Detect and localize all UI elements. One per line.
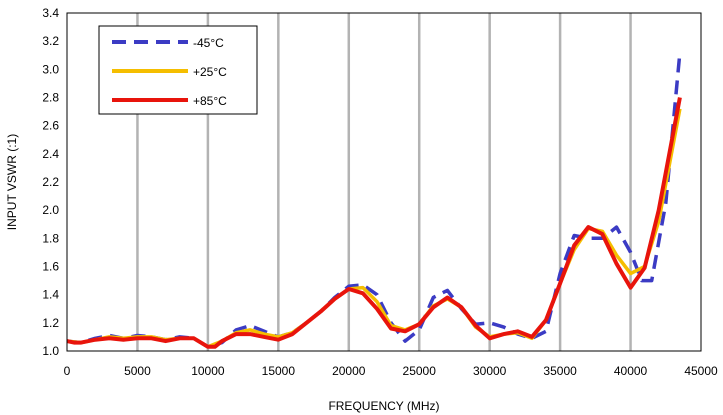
x-tick-labels: 0 5000 10000 15000 20000 25000 30000 35000 40000… [64,364,718,378]
x-tick-label: 30000 [473,364,507,378]
x-tick-label: 40000 [614,364,648,378]
y-tick-label: 2.6 [42,119,59,133]
y-tick-label: 2.4 [42,147,59,161]
y-tick-label: 1.8 [42,231,59,245]
series-group [66,52,682,349]
x-tick-label: 20000 [332,364,366,378]
y-tick-label: 1.6 [42,260,59,274]
plot-border [66,12,702,352]
legend-label: +25°C [193,65,227,79]
x-tick-label: 25000 [403,364,437,378]
x-tick-label: 15000 [262,364,296,378]
y-tick-label: 2.8 [42,91,59,105]
y-tick-label: 1.2 [42,316,59,330]
legend-label: -45°C [193,36,224,50]
y-tick-label: 1.0 [42,344,59,358]
y-tick-label: 2.2 [42,175,59,189]
x-tick-label: 5000 [124,364,151,378]
y-tick-label: 3.0 [42,62,59,76]
y-axis-title: INPUT VSWR (:1) [5,134,19,230]
x-axis-title: FREQUENCY (MHz) [328,399,439,413]
y-tick-label: 3.2 [42,34,59,48]
x-tick-label: 45000 [684,364,718,378]
y-tick-label: 2.0 [42,203,59,217]
x-tick-label: 35000 [543,364,577,378]
y-tick-label: 3.4 [42,6,59,20]
x-tick-label: 10000 [191,364,225,378]
series-line-2 [66,97,682,349]
y-tick-label: 1.4 [42,288,59,302]
legend-label: +85°C [193,94,227,108]
y-tick-labels: 1.0 1.2 1.4 1.6 1.8 2.0 2.2 2.4 2.6 2.8 3.0 3.2 3.4 [42,6,59,358]
x-tick-label: 0 [64,364,71,378]
legend: -45°C +25°C +85°C [98,25,258,115]
